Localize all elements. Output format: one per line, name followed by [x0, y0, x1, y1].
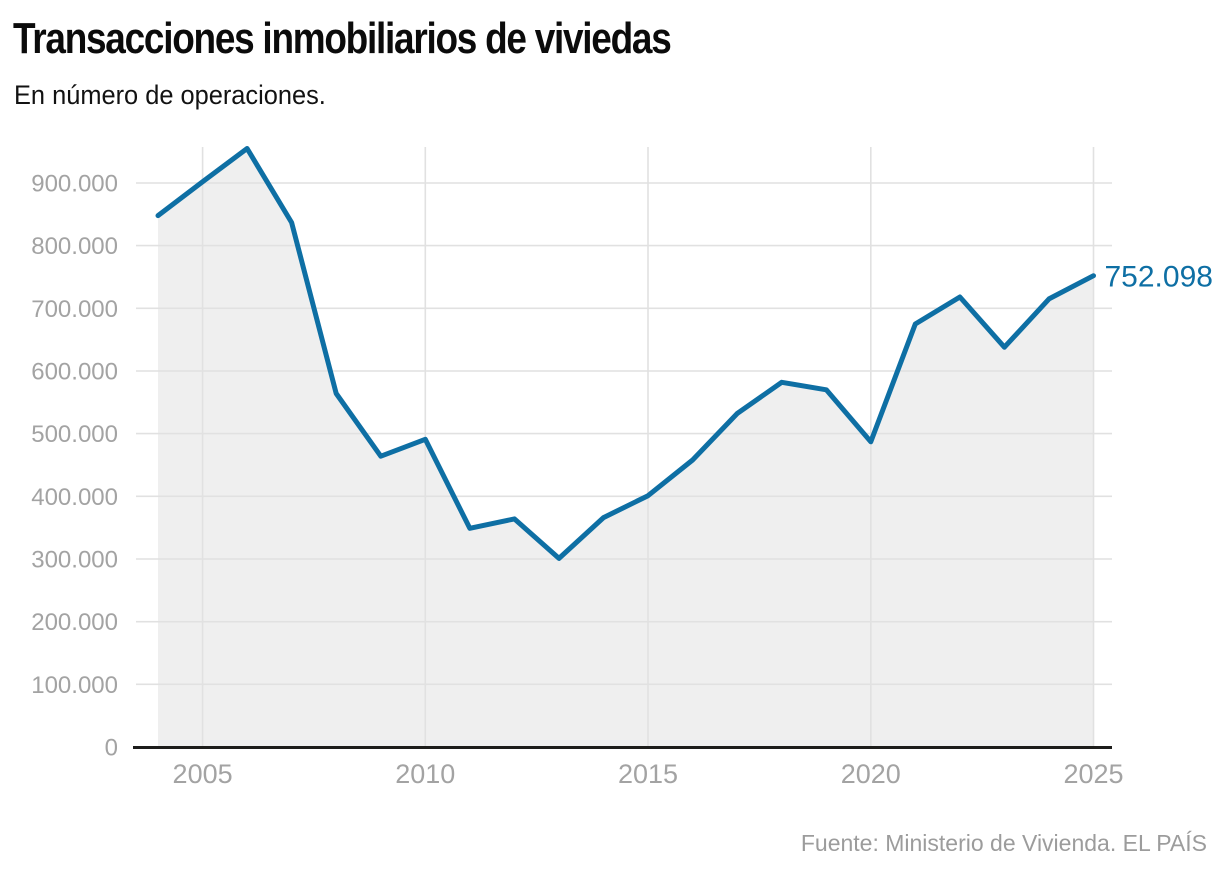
y-tick-label: 700.000 — [31, 296, 118, 323]
chart-subtitle: En número de operaciones. — [14, 80, 326, 110]
y-tick-label: 900.000 — [31, 171, 118, 198]
y-tick-label: 600.000 — [31, 359, 118, 386]
x-tick-label: 2010 — [395, 759, 455, 789]
y-tick-label: 400.000 — [31, 484, 118, 511]
y-tick-label: 500.000 — [31, 421, 118, 448]
chart-source: Fuente: Ministerio de Vivienda. EL PAÍS — [800, 830, 1207, 856]
y-tick-label: 100.000 — [31, 672, 118, 699]
chart-title: Transacciones inmobiliarios de viviedas — [13, 14, 672, 63]
area-fill — [158, 148, 1094, 747]
x-tick-label: 2005 — [173, 759, 233, 789]
trend-line — [155, 146, 1096, 561]
y-tick-label: 300.000 — [31, 547, 118, 574]
y-tick-label: 0 — [105, 735, 118, 762]
x-tick-label: 2025 — [1063, 759, 1123, 789]
value-label: 752.098 — [1105, 261, 1213, 294]
y-tick-label: 200.000 — [31, 609, 118, 636]
x-tick-label: 2020 — [841, 759, 901, 789]
y-tick-label: 800.000 — [31, 233, 118, 260]
x-tick-label: 2015 — [618, 759, 678, 789]
